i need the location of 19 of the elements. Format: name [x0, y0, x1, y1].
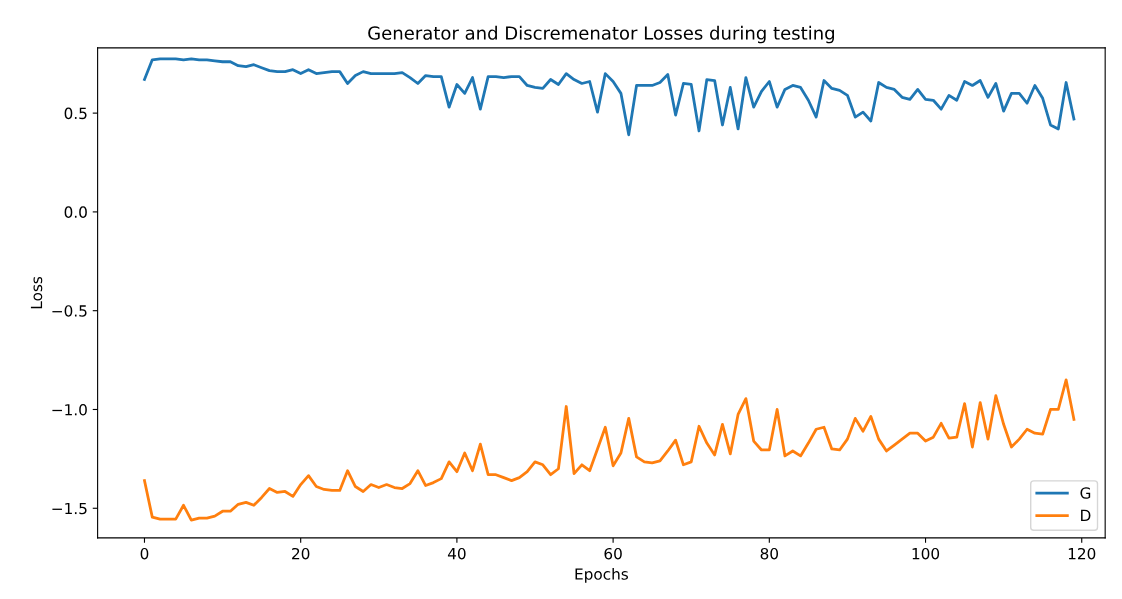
y-tick-label: −1.5 — [52, 502, 87, 515]
y-tick-label: 0.0 — [64, 206, 87, 218]
x-tick-label: 80 — [760, 547, 779, 560]
x-tick-label: 120 — [1068, 547, 1096, 560]
y-tick-label: 0.5 — [64, 107, 87, 120]
x-axis-title: Epochs — [575, 567, 629, 583]
line-series — [143, 378, 1076, 522]
y-axis-title: Loss — [30, 276, 43, 309]
x-tick-label: 20 — [292, 547, 310, 560]
line-series — [143, 57, 1076, 137]
y-tick-label: −0.5 — [52, 305, 87, 317]
legend-label: D — [1081, 509, 1091, 521]
legend-label: G — [1080, 487, 1091, 499]
x-tick-label: 40 — [447, 547, 466, 560]
y-tick-label: −1.0 — [52, 403, 87, 416]
x-tick-label: 60 — [604, 547, 622, 560]
x-tick-label: 0 — [140, 547, 149, 560]
chart-title: Generator and Discremenator Losses during testing — [368, 25, 834, 44]
x-tick-label: 100 — [912, 547, 940, 560]
